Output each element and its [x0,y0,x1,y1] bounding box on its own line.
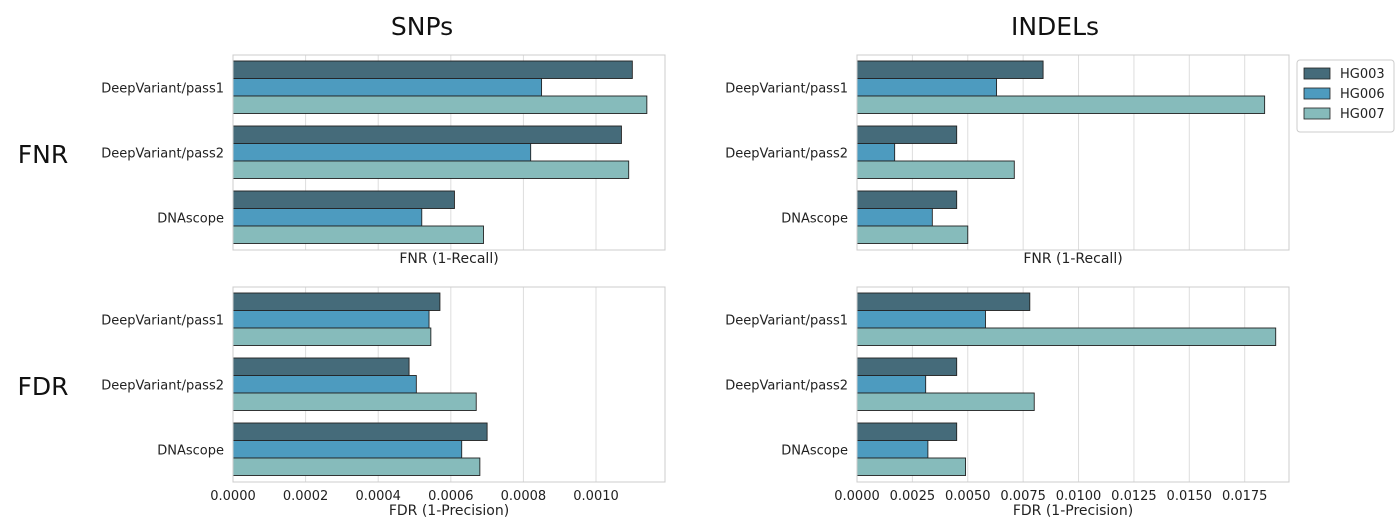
bar-hg007 [232,95,648,114]
bar-hg006 [856,143,896,162]
row-title-fdr: FDR [17,372,68,401]
bar-hg003 [856,292,1031,311]
bar-hg006 [232,208,423,227]
bar-hg006 [856,440,929,459]
legend-label-hg006: HG006 [1340,87,1385,102]
bar-hg007 [232,392,477,411]
bar-hg003 [232,422,488,441]
panel-frame [232,286,666,483]
category-label: DNAscope [157,444,224,459]
x-tick-label: 0.0002 [283,489,329,504]
x-axis-label: FDR (1-Precision) [1013,503,1133,519]
x-tick-label: 0.0008 [501,489,547,504]
x-axis-label: FNR (1-Recall) [1023,251,1122,267]
bar-hg006 [856,208,933,227]
row-title-fnr: FNR [18,140,68,169]
category-label: DeepVariant/pass1 [101,314,224,329]
bar-hg006 [232,78,543,97]
bar-hg007 [856,392,1035,411]
bar-hg006 [856,310,986,329]
category-label: DeepVariant/pass2 [725,379,848,394]
legend-swatch-hg003 [1303,67,1331,80]
bar-hg006 [232,143,532,162]
column-title-snps: SNPs [391,12,453,41]
panel-fdr-snps: DeepVariant/pass1 DeepVariant/pass2 DNAsco… [101,286,666,519]
category-label: DeepVariant/pass2 [725,147,848,162]
bar-hg003 [856,190,958,209]
x-tick-label: 0.0006 [428,489,474,504]
x-tick-label: 0.0025 [890,489,936,504]
legend-swatch-hg006 [1303,87,1331,100]
legend-swatch-hg007 [1303,107,1331,120]
panels: DeepVariant/pass1 DeepVariant/pass2 DNAsco… [101,54,1290,519]
x-tick-label: 0.0000 [834,489,880,504]
panel-frame [856,286,1290,483]
category-label: DNAscope [781,444,848,459]
x-tick-label: 0.0175 [1222,489,1268,504]
bar-hg006 [856,78,998,97]
bar-hg007 [856,95,1266,114]
legend-label-hg007: HG007 [1340,107,1385,122]
bar-hg003 [232,125,622,144]
bar-hg007 [232,225,484,244]
x-tick-label: 0.0004 [355,489,401,504]
x-tick-label: 0.0050 [945,489,991,504]
bar-hg007 [856,457,967,476]
category-label: DeepVariant/pass2 [101,147,224,162]
legend: HG003 HG006 HG007 [1296,59,1395,133]
bar-hg007 [856,225,969,244]
bar-hg007 [232,327,432,346]
x-tick-label: 0.0075 [1000,489,1046,504]
panel-fnr-snps: DeepVariant/pass1 DeepVariant/pass2 DNAsco… [101,54,666,267]
x-axis-label: FNR (1-Recall) [399,251,498,267]
bar-hg003 [232,292,441,311]
bar-hg007 [232,457,481,476]
bar-hg007 [856,160,1015,179]
panel-fnr-indels: DeepVariant/pass1 DeepVariant/pass2 DNAsco… [725,54,1290,267]
bar-hg003 [856,422,958,441]
x-tick-label: 0.0010 [573,489,619,504]
x-tick-label: 0.0150 [1167,489,1213,504]
bar-hg007 [232,160,630,179]
bar-hg006 [856,375,927,394]
bar-hg003 [856,357,958,376]
bar-hg003 [856,125,958,144]
bar-hg003 [232,190,455,209]
category-label: DeepVariant/pass1 [725,314,848,329]
category-label: DNAscope [781,212,848,227]
bar-hg003 [856,60,1044,79]
category-label: DeepVariant/pass1 [101,82,224,97]
bar-hg003 [232,357,410,376]
bar-hg006 [232,375,417,394]
category-label: DNAscope [157,212,224,227]
panel-fdr-indels: DeepVariant/pass1 DeepVariant/pass2 DNAsco… [725,286,1290,519]
x-tick-label: 0.0100 [1056,489,1102,504]
panel-frame [232,54,666,251]
bar-hg003 [232,60,633,79]
legend-label-hg003: HG003 [1340,67,1385,82]
bar-hg006 [232,310,430,329]
x-tick-label: 0.0125 [1111,489,1157,504]
category-label: DeepVariant/pass2 [101,379,224,394]
x-tick-label: 0.0000 [210,489,256,504]
column-title-indels: INDELs [1011,12,1099,41]
bar-hg007 [856,327,1277,346]
bar-hg006 [232,440,463,459]
panel-frame [856,54,1290,251]
category-label: DeepVariant/pass1 [725,82,848,97]
x-axis-label: FDR (1-Precision) [389,503,509,519]
